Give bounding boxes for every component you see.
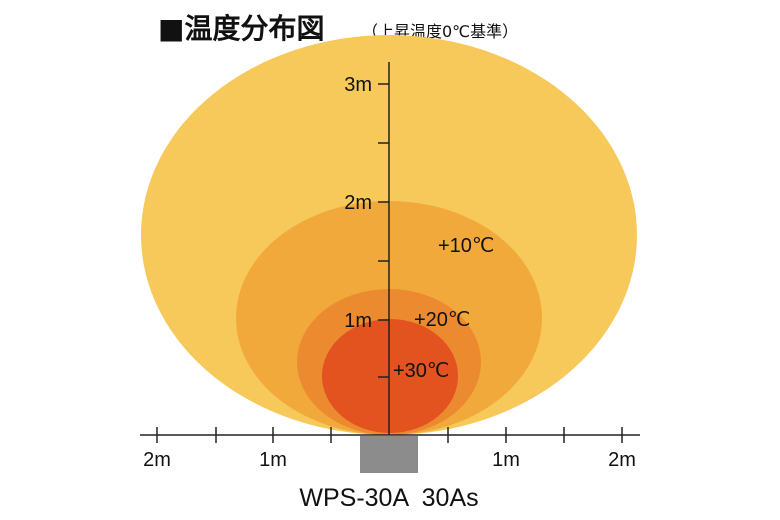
v-tick-label-3m: 3m — [344, 74, 372, 96]
h-tick-label-right-1m: 1m — [492, 449, 520, 471]
horizontal-axis — [140, 427, 640, 443]
model-label: WPS-30A 30As — [299, 484, 478, 512]
heater-unit — [360, 436, 418, 473]
zone-label-plus10: +10℃ — [438, 235, 494, 257]
zone-plus30 — [322, 319, 458, 433]
diagram-title: ■温度分布図 — [158, 12, 324, 45]
vertical-axis — [378, 62, 390, 435]
zone-label-plus30: +30℃ — [393, 360, 449, 382]
v-tick-label-1m: 1m — [344, 310, 372, 332]
h-tick-label-left-1m: 1m — [259, 449, 287, 471]
h-tick-label-right-2m: 2m — [608, 449, 636, 471]
h-tick-label-left-2m: 2m — [143, 449, 171, 471]
zone-label-plus20: +20℃ — [414, 309, 470, 331]
v-tick-label-2m: 2m — [344, 192, 372, 214]
